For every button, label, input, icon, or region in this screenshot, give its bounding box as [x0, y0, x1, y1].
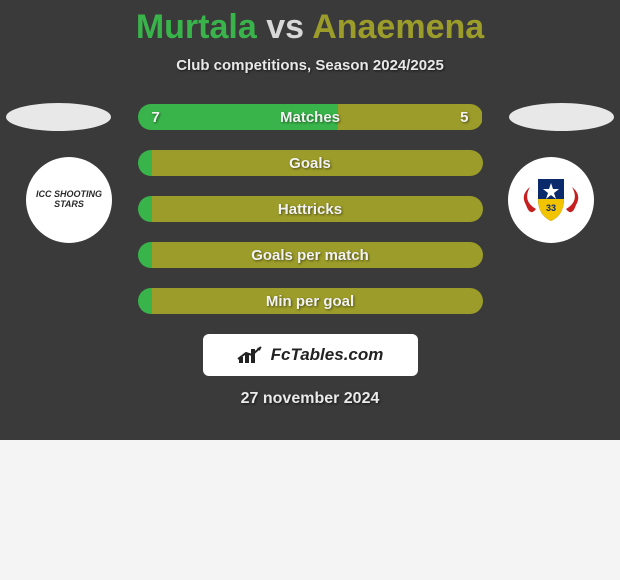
date-label: 27 november 2024: [0, 390, 620, 408]
page-title: Murtala vs Anaemena: [0, 8, 620, 47]
stat-bar-hattricks: Hattricks: [138, 196, 483, 222]
stat-bar-gpm: Goals per match: [138, 242, 483, 268]
avatar-placeholder-right: [509, 103, 614, 131]
club-logo-right-icon: 33: [516, 165, 586, 235]
title-player2: Anaemena: [312, 8, 484, 46]
stat-bar-mpg-label: Min per goal: [138, 293, 483, 310]
stat-bar-hattricks-label: Hattricks: [138, 201, 483, 218]
stat-bar-gpm-label: Goals per match: [138, 247, 483, 264]
comparison-area: ICC SHOOTING STARS 33 75Matches Goals Hatt…: [0, 104, 620, 314]
club-logo-left-text: ICC SHOOTING STARS: [26, 190, 112, 210]
club-logo-right: 33: [508, 157, 594, 243]
content: Murtala vs Anaemena Club competitions, S…: [0, 0, 620, 408]
svg-text:33: 33: [546, 203, 556, 213]
stat-bar-matches-label: Matches: [138, 109, 483, 126]
title-player1: Murtala: [136, 8, 257, 46]
stat-bar-goals-label: Goals: [138, 155, 483, 172]
stat-bar-matches: 75Matches: [138, 104, 483, 130]
stat-bar-goals: Goals: [138, 150, 483, 176]
branding-badge: FcTables.com: [203, 334, 418, 376]
chart-icon: [237, 345, 265, 365]
stat-bar-mpg: Min per goal: [138, 288, 483, 314]
branding-text: FcTables.com: [271, 345, 384, 365]
avatar-placeholder-left: [6, 103, 111, 131]
subtitle: Club competitions, Season 2024/2025: [0, 57, 620, 74]
bars-container: 75Matches Goals Hattricks Goals per match Mi…: [138, 104, 483, 314]
title-vs: vs: [266, 8, 304, 46]
club-logo-left: ICC SHOOTING STARS: [26, 157, 112, 243]
